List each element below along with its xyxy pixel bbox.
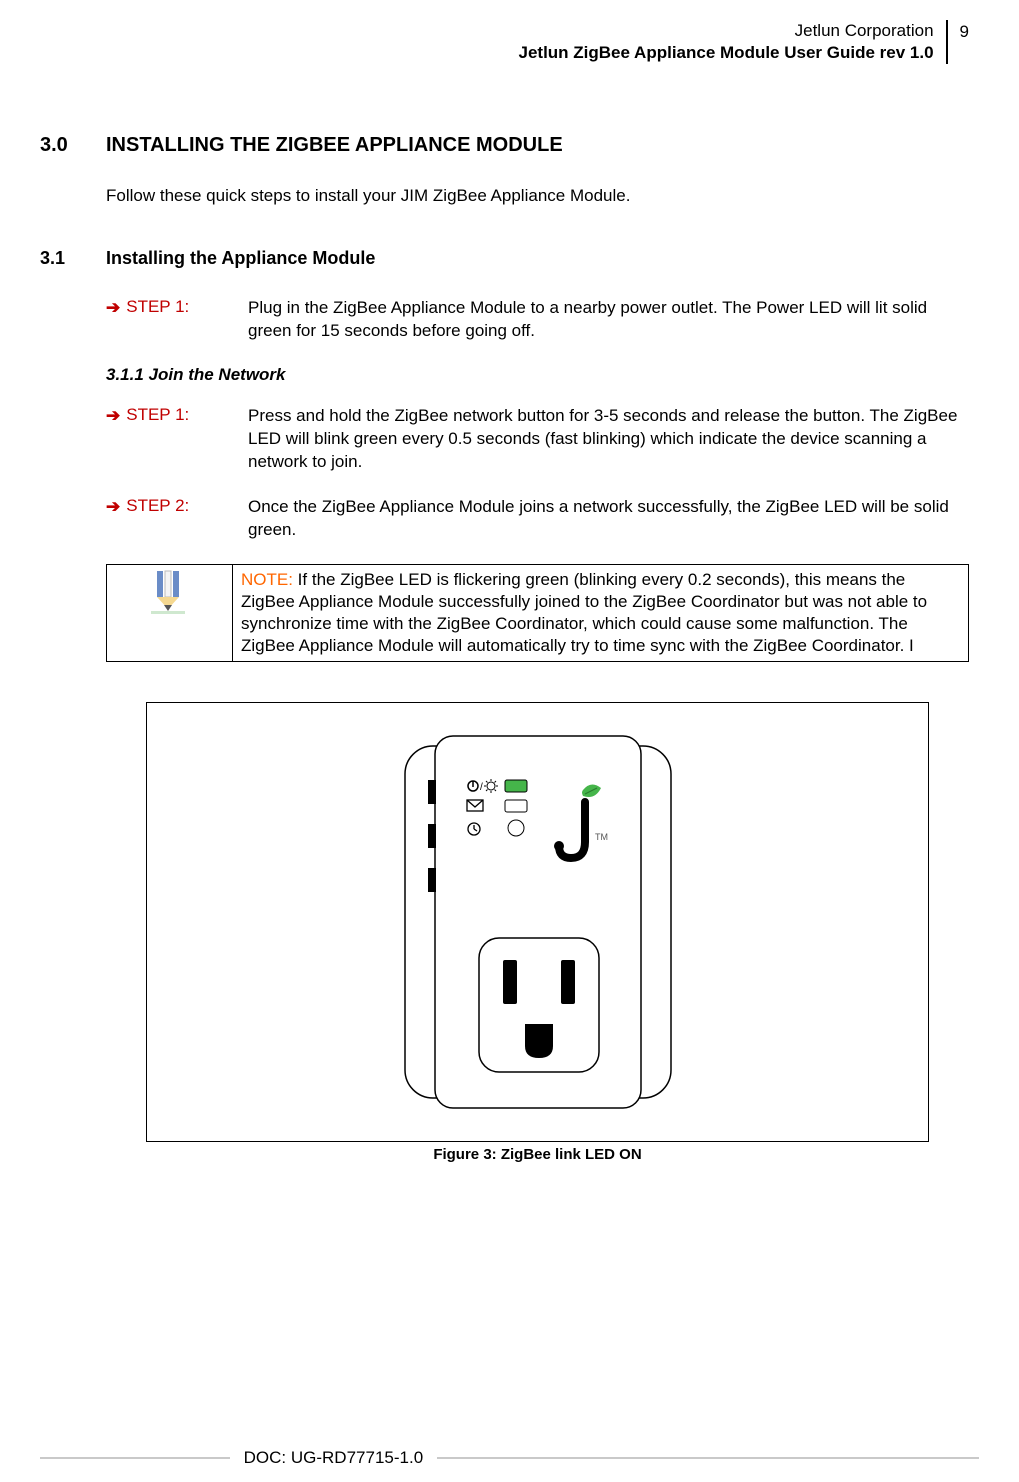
note-table: NOTE: If the ZigBee LED is flickering gr… [106,564,969,662]
arrow-right-icon: ➔ [106,406,120,426]
section-number: 3.1 [40,248,106,269]
step-number: STEP 2: [126,496,189,516]
section-number: 3.0 [40,134,106,157]
step-number: STEP 1: [126,297,189,317]
arrow-right-icon: ➔ [106,298,120,318]
section-title: INSTALLING THE ZIGBEE APPLIANCE MODULE [106,134,563,157]
device-illustration: / [393,732,683,1112]
step-number: STEP 1: [126,405,189,425]
section-3-1: 3.1 Installing the Appliance Module [40,248,969,269]
step-text: Once the ZigBee Appliance Module joins a… [248,496,969,542]
footer-rule-right [437,1457,979,1459]
footer-rule-left [40,1457,230,1459]
step-row: ➔ STEP 1: Press and hold the ZigBee netw… [106,405,969,474]
arrow-right-icon: ➔ [106,497,120,517]
header-text-block: Jetlun Corporation Jetlun ZigBee Applian… [519,20,948,64]
step-label: ➔ STEP 1: [106,297,218,343]
subsection-3-1-1: 3.1.1 Join the Network [106,365,969,385]
intro-paragraph: Follow these quick steps to install your… [106,185,969,208]
note-body: If the ZigBee LED is flickering green (b… [241,570,927,655]
header-company: Jetlun Corporation [519,20,934,42]
svg-text:/: / [480,782,483,793]
step-label: ➔ STEP 2: [106,496,218,542]
power-led-icon [505,780,527,792]
step-text: Press and hold the ZigBee network button… [248,405,969,474]
page-footer: DOC: UG-RD77715-1.0 [0,1448,1019,1468]
note-icon-cell [107,564,233,661]
step-label: ➔ STEP 1: [106,405,218,474]
svg-text:TM: TM [595,832,608,842]
header-doc-title: Jetlun ZigBee Appliance Module User Guid… [519,42,934,64]
header-page-number: 9 [960,20,969,64]
page-header: Jetlun Corporation Jetlun ZigBee Applian… [40,20,969,64]
step-row: ➔ STEP 2: Once the ZigBee Appliance Modu… [106,496,969,542]
figure-caption: Figure 3: ZigBee link LED ON [106,1146,969,1163]
section-3-0: 3.0 INSTALLING THE ZIGBEE APPLIANCE MODU… [40,134,969,157]
page: Jetlun Corporation Jetlun ZigBee Applian… [0,0,1019,1482]
section-title: Installing the Appliance Module [106,248,375,269]
note-text-cell: NOTE: If the ZigBee LED is flickering gr… [233,564,969,661]
footer-doc-id: DOC: UG-RD77715-1.0 [244,1448,424,1468]
step-text: Plug in the ZigBee Appliance Module to a… [248,297,969,343]
pencil-note-icon [147,569,193,619]
step-row: ➔ STEP 1: Plug in the ZigBee Appliance M… [106,297,969,343]
figure-box: / [146,702,929,1142]
note-label: NOTE: [241,570,298,589]
